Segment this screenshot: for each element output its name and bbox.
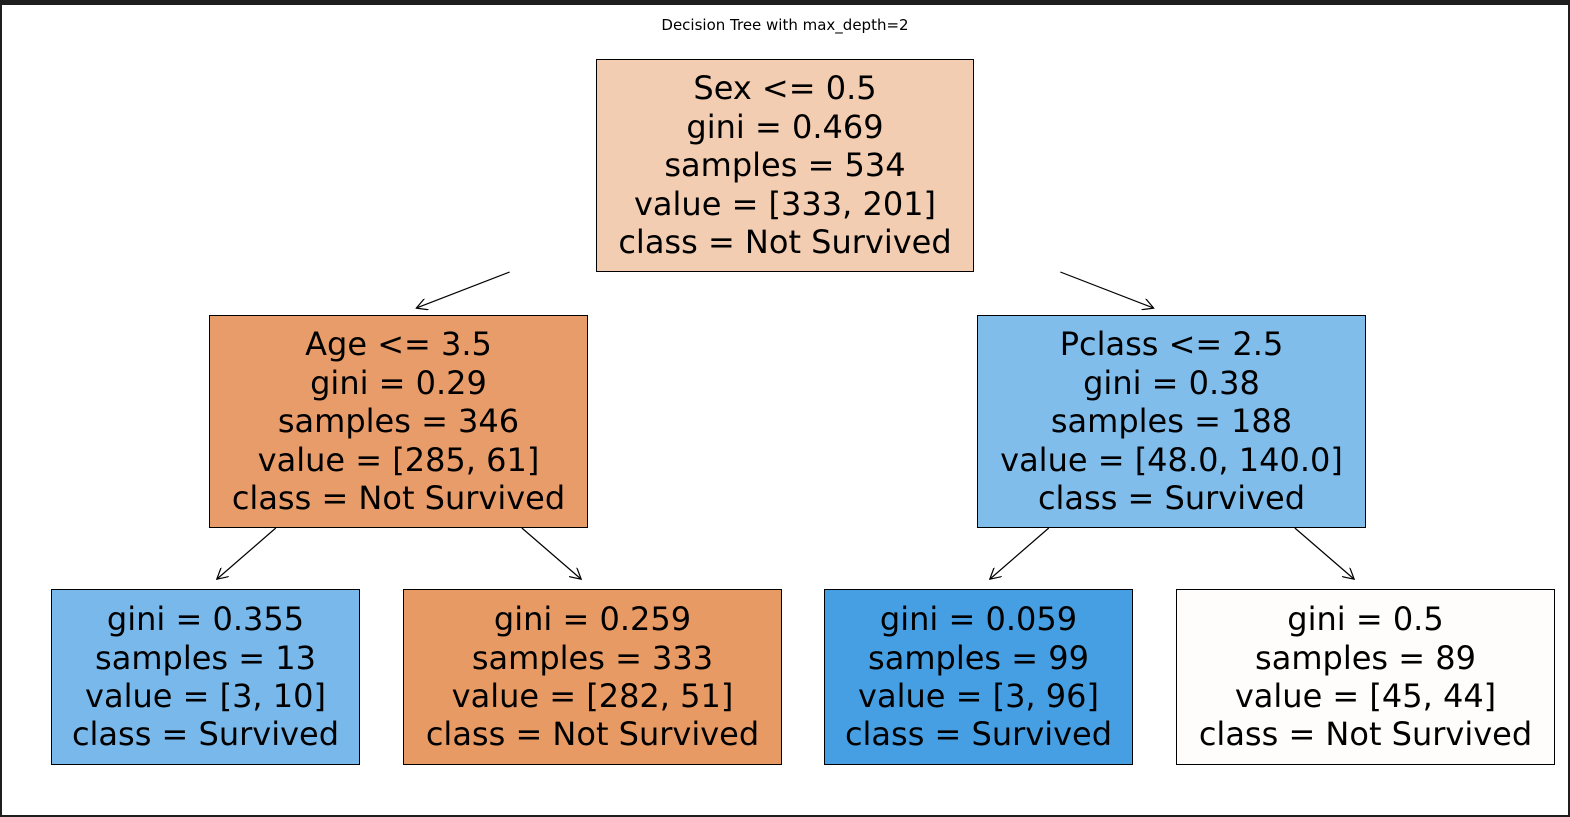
node-samples: samples = 188	[1050, 402, 1293, 441]
figure-title: Decision Tree with max_depth=2	[661, 16, 909, 34]
node-gini: gini = 0.29	[310, 363, 487, 402]
tree-leaf-left-left: gini = 0.355 samples = 13 value = [3, 10…	[51, 589, 360, 765]
node-class: class = Not Survived	[425, 715, 760, 754]
tree-node-left: Age <= 3.5 gini = 0.29 samples = 346 val…	[209, 315, 588, 528]
node-class: class = Survived	[844, 715, 1113, 754]
node-gini: gini = 0.059	[879, 600, 1078, 639]
node-class: class = Not Survived	[231, 479, 566, 518]
node-gini: gini = 0.259	[493, 600, 692, 639]
node-value: value = [333, 201]	[633, 184, 937, 223]
tree-node-right: Pclass <= 2.5 gini = 0.38 samples = 188 …	[977, 315, 1366, 528]
tree-node-root: Sex <= 0.5 gini = 0.469 samples = 534 va…	[596, 59, 974, 272]
node-value: value = [3, 10]	[85, 677, 326, 715]
node-class: class = Not Survived	[618, 223, 952, 262]
node-samples: samples = 99	[868, 638, 1089, 677]
node-value: value = [3, 96]	[858, 677, 1099, 715]
node-class: class = Survived	[1037, 479, 1306, 518]
node-samples: samples = 13	[95, 638, 316, 677]
node-samples: samples = 534	[664, 146, 906, 185]
node-value: value = [282, 51]	[451, 677, 734, 715]
node-condition: Sex <= 0.5	[693, 69, 877, 108]
node-gini: gini = 0.469	[686, 107, 884, 146]
node-samples: samples = 333	[471, 638, 714, 677]
edge-left-to-left-right	[521, 527, 581, 579]
node-condition: Age <= 3.5	[305, 325, 492, 364]
node-value: value = [48.0, 140.0]	[1000, 440, 1343, 479]
edge-root-to-left	[416, 271, 510, 308]
edge-right-to-right-right	[1294, 527, 1354, 579]
edge-right-to-right-left	[990, 527, 1050, 579]
figure: Decision Tree with max_depth=2 Sex <= 0.…	[2, 5, 1568, 815]
tree-leaf-right-left: gini = 0.059 samples = 99 value = [3, 96…	[824, 589, 1133, 765]
tree-leaf-left-right: gini = 0.259 samples = 333 value = [282,…	[403, 589, 782, 765]
edge-root-to-right	[1060, 271, 1153, 308]
node-gini: gini = 0.5	[1287, 600, 1444, 639]
node-class: class = Not Survived	[1198, 715, 1533, 754]
node-condition: Pclass <= 2.5	[1059, 325, 1284, 364]
node-value: value = [285, 61]	[257, 440, 540, 479]
node-gini: gini = 0.355	[106, 600, 305, 639]
node-gini: gini = 0.38	[1083, 363, 1260, 402]
tree-leaf-right-right: gini = 0.5 samples = 89 value = [45, 44]…	[1176, 589, 1555, 765]
tree-edges	[2, 271, 1568, 815]
node-value: value = [45, 44]	[1234, 677, 1497, 715]
edge-left-to-left-left	[217, 527, 277, 579]
node-class: class = Survived	[71, 715, 340, 754]
node-samples: samples = 346	[277, 402, 520, 441]
node-samples: samples = 89	[1255, 638, 1476, 677]
